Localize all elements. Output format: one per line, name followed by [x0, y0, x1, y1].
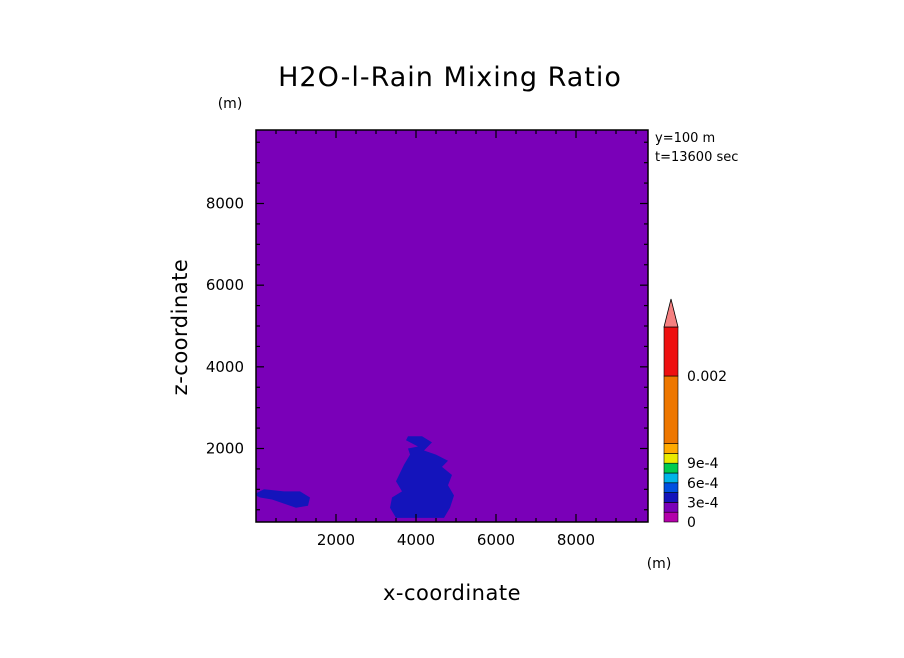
colorbar-tick-label: 3e-4	[687, 495, 719, 511]
colorbar-extend-arrow	[663, 298, 679, 328]
contour-region-1	[390, 436, 454, 518]
axis-ticks	[256, 130, 648, 522]
x-tick-label: 4000	[397, 531, 435, 549]
colorbar-segment	[663, 326, 679, 377]
contour-region-0	[256, 489, 310, 508]
colorbar-segment	[663, 462, 679, 474]
colorbar-segment	[663, 482, 679, 493]
y-tick-label: 8000	[206, 195, 244, 213]
colorbar-segment	[663, 443, 679, 454]
x-tick-label: 8000	[557, 531, 595, 549]
colorbar-segment	[663, 492, 679, 503]
colorbar-segment	[663, 502, 679, 513]
info-time: t=13600 sec	[655, 150, 738, 165]
y-unit-label: (m)	[218, 96, 243, 112]
colorbar-tick-label: 0.002	[687, 369, 727, 385]
y-axis-label: z-coordinate	[168, 259, 192, 396]
colorbar-segment	[663, 511, 679, 523]
colorbar: 0 3e-4 6e-4 9e-4 0.002	[663, 298, 727, 531]
x-tick-label: 6000	[477, 531, 515, 549]
y-tick-label: 4000	[206, 358, 244, 376]
colorbar-segment	[663, 472, 679, 484]
colorbar-segment	[663, 453, 679, 464]
y-tick-label: 6000	[206, 276, 244, 294]
colorbar-tick-label: 9e-4	[687, 456, 719, 472]
y-tick-label: 2000	[206, 440, 244, 458]
colorbar-tick-label: 6e-4	[687, 476, 719, 492]
info-y-position: y=100 m	[655, 131, 715, 146]
plot-area: 2000 4000 6000 8000 2000 4000 6000 8000	[206, 129, 649, 549]
x-tick-label: 2000	[317, 531, 355, 549]
colorbar-tick-label: 0	[687, 515, 696, 531]
chart-title: H2O-l-Rain Mixing Ratio	[278, 62, 622, 93]
colorbar-segment	[663, 375, 679, 444]
field-background	[256, 130, 648, 522]
x-axis-label: x-coordinate	[383, 581, 521, 605]
x-unit-label: (m)	[647, 556, 672, 572]
